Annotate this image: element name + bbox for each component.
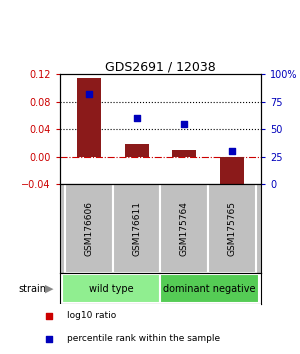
Text: GSM176606: GSM176606 — [84, 201, 93, 256]
Bar — [112, 184, 160, 273]
Text: GSM175764: GSM175764 — [180, 201, 189, 256]
Bar — [160, 184, 208, 273]
Point — [134, 115, 139, 121]
Point — [47, 313, 52, 319]
Point — [182, 121, 187, 127]
Bar — [124, 144, 148, 156]
Bar — [65, 184, 112, 273]
Text: GSM175765: GSM175765 — [228, 201, 237, 256]
Bar — [62, 274, 161, 303]
Title: GDS2691 / 12038: GDS2691 / 12038 — [105, 60, 216, 73]
Text: percentile rank within the sample: percentile rank within the sample — [67, 335, 220, 343]
Point — [47, 336, 52, 342]
Bar — [77, 78, 101, 156]
Bar — [160, 274, 259, 303]
Point — [230, 148, 235, 154]
Text: dominant negative: dominant negative — [163, 284, 256, 293]
Bar — [172, 150, 197, 156]
Text: wild type: wild type — [89, 284, 134, 293]
Text: ▶: ▶ — [45, 284, 53, 293]
Point — [86, 91, 91, 97]
Bar — [208, 184, 256, 273]
Text: GSM176611: GSM176611 — [132, 201, 141, 256]
Text: log10 ratio: log10 ratio — [67, 312, 116, 320]
Text: strain: strain — [18, 284, 46, 293]
Bar — [220, 156, 244, 188]
